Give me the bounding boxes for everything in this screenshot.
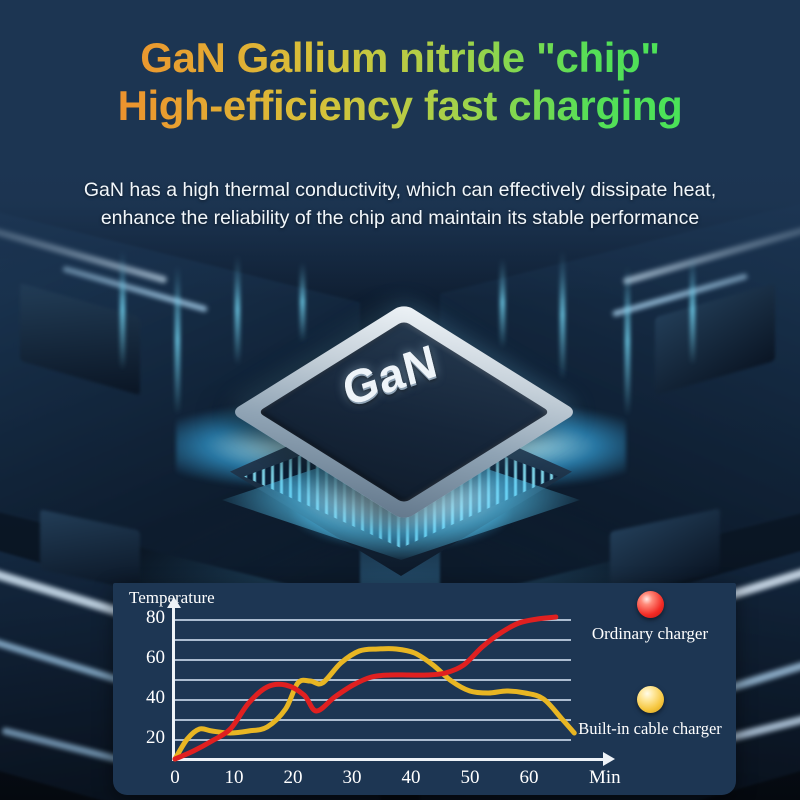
- glow-rod: [560, 250, 565, 380]
- chart-legend: Ordinary charger Built-in cable charger: [564, 583, 736, 795]
- gridline-60: [175, 659, 571, 661]
- temperature-chart-panel: Temperature 80 60 40 20 0 10 20 30: [113, 583, 736, 795]
- chart-plot-area: 80 60 40 20 0 10 20 30 40 50 60 Min: [146, 597, 621, 788]
- x-tick-40: 40: [401, 767, 421, 788]
- legend-item-built-in-cable-charger[interactable]: Built-in cable charger: [564, 686, 736, 739]
- x-tick-60: 60: [519, 767, 539, 788]
- y-tick-20: 20: [146, 727, 165, 748]
- red-sphere-icon: [636, 591, 664, 618]
- x-tick-20: 20: [283, 767, 303, 788]
- glow-rod: [500, 258, 505, 348]
- x-tick-50: 50: [460, 767, 480, 788]
- series-line-ordinary-charger: [172, 646, 577, 762]
- gridline-80: [175, 619, 571, 621]
- chart-y-axis-arrow-icon: [167, 597, 181, 608]
- glow-rod: [235, 255, 240, 365]
- chart-x-axis-unit: Min: [589, 767, 621, 788]
- chart-gridlines: [175, 619, 571, 744]
- y-tick-60: 60: [146, 647, 165, 668]
- page-subtitle: GaN has a high thermal conductivity, whi…: [83, 179, 717, 230]
- title-line-2: High-efficiency fast charging: [117, 81, 683, 129]
- glow-rod: [120, 250, 125, 370]
- gan-chip-illustration: [176, 300, 626, 590]
- gridline-20: [175, 739, 571, 741]
- yellow-sphere-icon: [636, 686, 664, 713]
- legend-label-ordinary-charger: Ordinary charger: [591, 624, 709, 643]
- x-tick-10: 10: [224, 767, 244, 788]
- legend-label-built-in-cable-charger: Built-in cable charger: [578, 719, 722, 738]
- y-tick-80: 80: [146, 607, 165, 628]
- glow-rod: [625, 266, 630, 416]
- glow-rod: [690, 255, 695, 365]
- x-tick-0: 0: [170, 767, 180, 788]
- legend-item-ordinary-charger[interactable]: Ordinary charger: [564, 591, 736, 644]
- series-line-built-in-cable-charger: [172, 614, 559, 762]
- glow-rod: [175, 265, 180, 415]
- header-overlay: [0, 0, 800, 300]
- chart-x-axis-line: [172, 758, 606, 761]
- gridline-70: [175, 639, 571, 641]
- gridline-40: [175, 699, 571, 701]
- glow-rod: [300, 262, 305, 342]
- gridline-30: [175, 719, 571, 721]
- chart-y-axis-line: [172, 605, 175, 758]
- x-tick-30: 30: [342, 767, 362, 788]
- chart-series-lines: [172, 614, 577, 762]
- page-title: GaN Gallium nitride "chip" High-efficien…: [0, 34, 800, 130]
- title-line-1: GaN Gallium nitride "chip": [140, 34, 660, 81]
- chart-x-axis-arrow-icon: [603, 752, 615, 766]
- y-tick-40: 40: [146, 687, 165, 708]
- gridline-50: [175, 679, 571, 681]
